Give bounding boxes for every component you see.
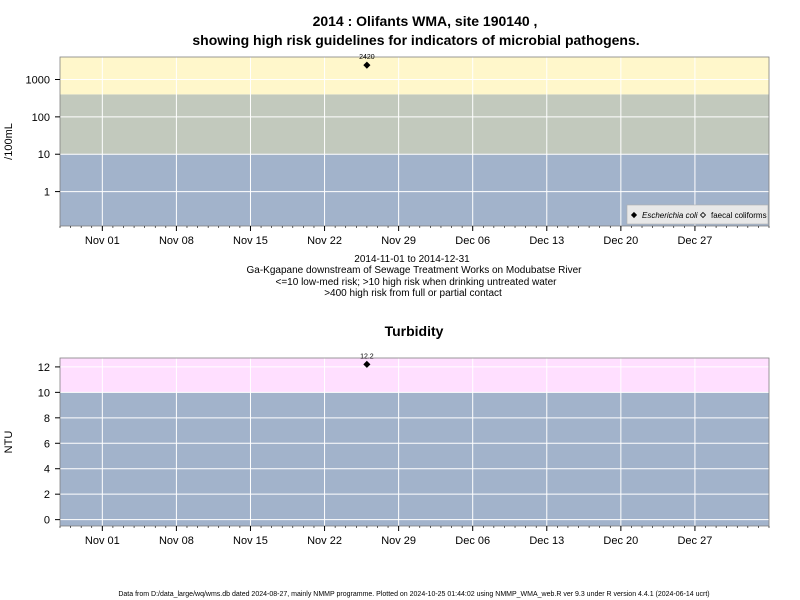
y-tick-label: 1 <box>44 187 50 199</box>
x-tick-label: Nov 22 <box>307 235 342 247</box>
x-tick-label: Dec 06 <box>455 235 490 247</box>
legend-marker-1 <box>699 211 707 219</box>
note-drinking-risk: <=10 low-med risk; >10 high risk when dr… <box>276 277 558 288</box>
risk-band-1-1 <box>60 358 769 393</box>
x-tick-label: Nov 08 <box>159 235 194 247</box>
y-tick-label: 100 <box>32 112 50 124</box>
risk-band-0-1 <box>60 94 769 155</box>
chart-legend: Escherichia coli faecal coliforms <box>626 204 769 225</box>
legend-marker-0 <box>630 211 638 219</box>
y-tick-label: 8 <box>44 413 50 425</box>
x-tick-label: Nov 15 <box>233 535 268 547</box>
plot-frame-1 <box>59 357 770 527</box>
y-tick-label: 10 <box>38 387 50 399</box>
legend-box <box>626 204 769 225</box>
y-axis-label-0: /100mL <box>3 123 15 160</box>
footer-note: Data from D:/data_large/wq/wms.db dated … <box>118 591 709 598</box>
note-contact-risk: >400 high risk from full or partial cont… <box>324 288 502 299</box>
risk-band-1-0 <box>60 392 769 526</box>
y-tick-label: 6 <box>44 438 50 450</box>
note-site-description: Ga-Kgapane downstream of Sewage Treatmen… <box>247 265 583 276</box>
chart-title-line1: 2014 : Olifants WMA, site 190140 , <box>313 13 538 29</box>
legend-label-1: faecal coliforms <box>711 211 767 220</box>
x-tick-label: Dec 06 <box>455 535 490 547</box>
note-date-range: 2014-11-01 to 2014-12-31 <box>354 254 470 265</box>
ecoli-plot-panel: Nov 01 Nov 08 Nov 15 Nov 22 Nov 29 Dec 06 Dec … <box>3 54 770 247</box>
turbidity-title: Turbidity <box>385 323 444 339</box>
x-tick-label: Dec 13 <box>529 235 564 247</box>
x-tick-label: Nov 01 <box>85 235 120 247</box>
x-tick-label: Nov 15 <box>233 235 268 247</box>
x-tick-label: Nov 29 <box>381 535 416 547</box>
x-tick-label: Nov 08 <box>159 535 194 547</box>
y-tick-label: 10 <box>38 149 50 161</box>
data-point-0-0-0 <box>363 61 371 69</box>
x-tick-label: Nov 29 <box>381 235 416 247</box>
x-tick-label: Dec 20 <box>603 235 638 247</box>
x-tick-label: Nov 22 <box>307 535 342 547</box>
data-label-1-0-0: 12.2 <box>360 353 374 360</box>
x-tick-label: Dec 20 <box>603 535 638 547</box>
y-tick-label: 1000 <box>26 74 50 86</box>
y-tick-label: 4 <box>44 464 50 476</box>
turbidity-plot-panel: Nov 01 Nov 08 Nov 15 Nov 22 Nov 29 Dec 06 Dec … <box>3 353 770 547</box>
plot-frame-0 <box>59 56 770 227</box>
y-tick-label: 0 <box>44 515 50 527</box>
data-label-0-0-0: 2420 <box>359 54 375 61</box>
x-tick-label: Dec 13 <box>529 535 564 547</box>
risk-band-0-2 <box>60 57 769 95</box>
x-tick-label: Nov 01 <box>85 535 120 547</box>
chart-title-line2: showing high risk guidelines for indicat… <box>192 32 639 48</box>
data-point-1-0-0 <box>363 360 371 368</box>
y-axis-label-1: NTU <box>3 431 15 454</box>
y-tick-label: 12 <box>38 362 50 374</box>
x-tick-label: Dec 27 <box>677 535 712 547</box>
legend-label-0: Escherichia coli <box>642 211 698 220</box>
y-tick-label: 2 <box>44 489 50 501</box>
x-tick-label: Dec 27 <box>677 235 712 247</box>
